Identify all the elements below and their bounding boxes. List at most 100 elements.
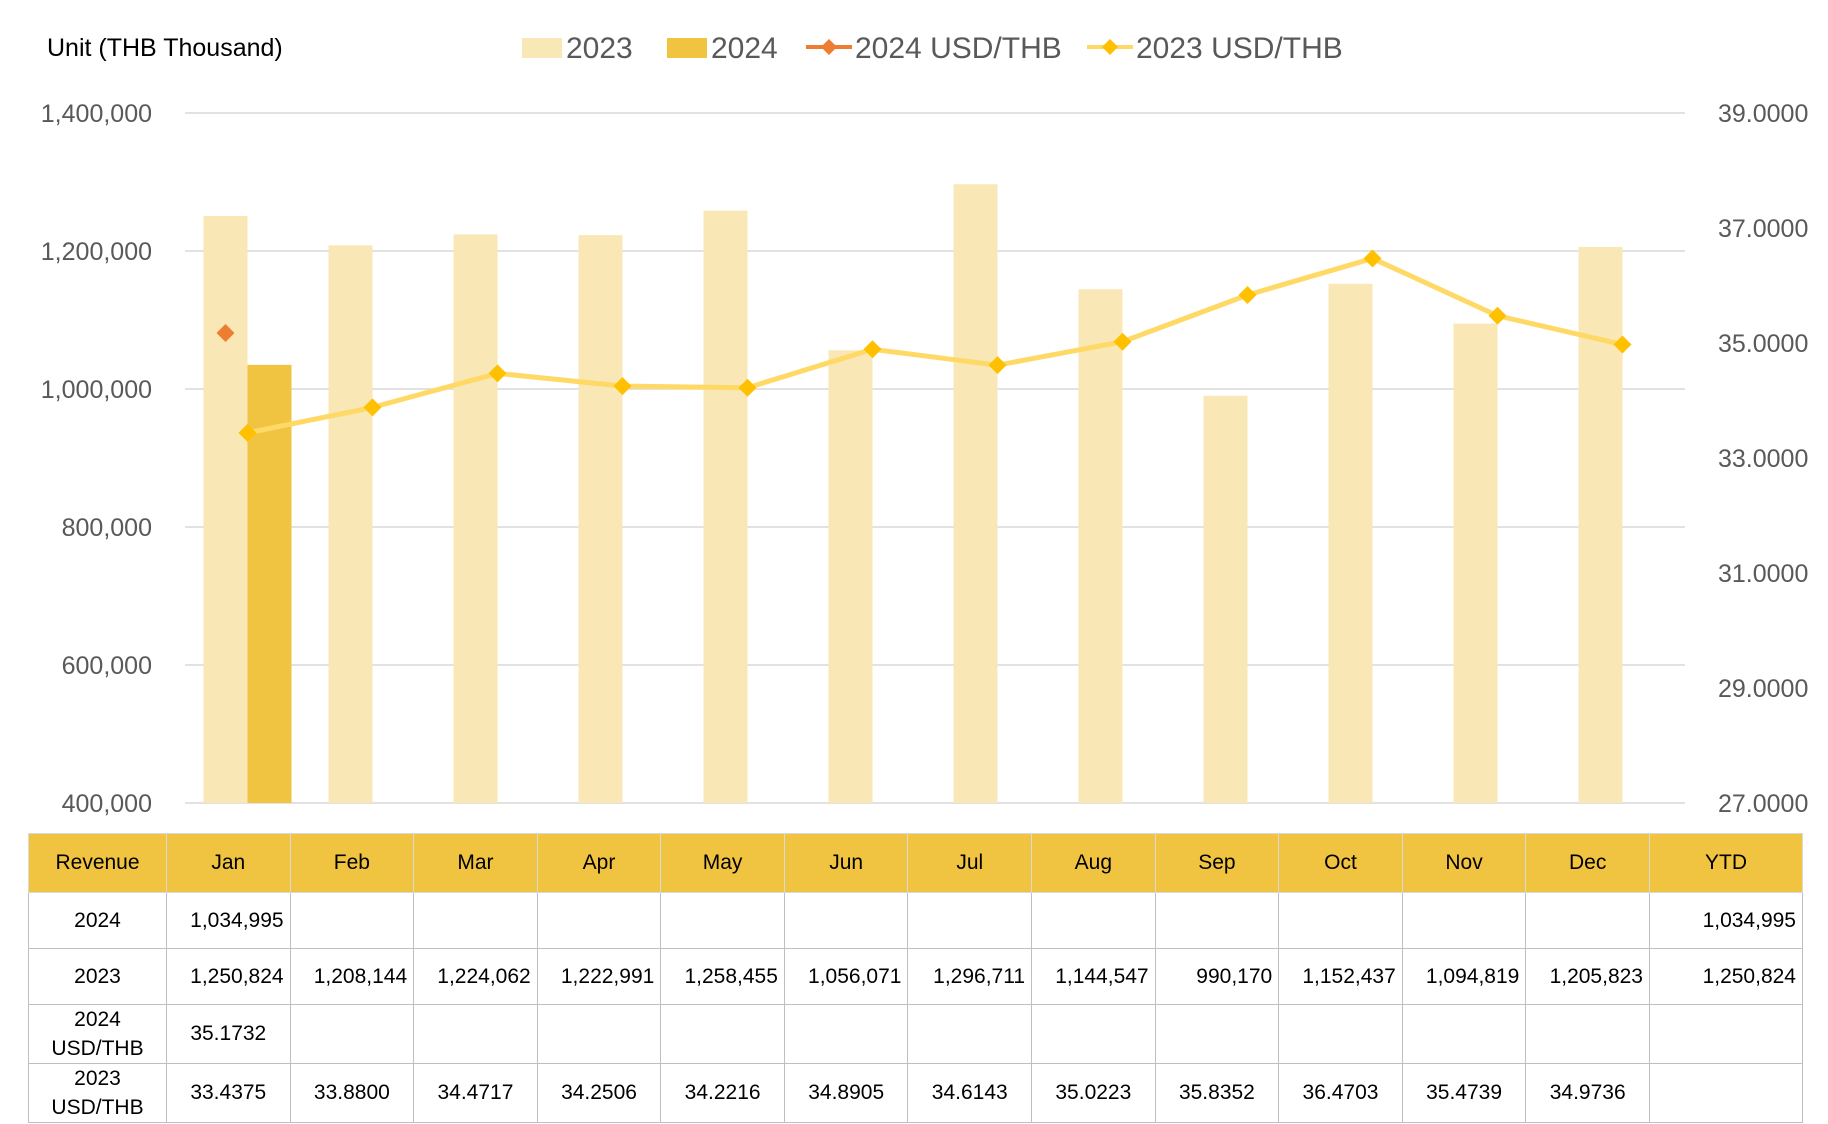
- table-cell: [413, 892, 538, 949]
- table-cell: 1,258,455: [660, 948, 785, 1005]
- line-2023-usdthb: [247, 255, 1624, 436]
- table-cell: 35.8352: [1154, 1063, 1280, 1123]
- table-cell: 1,094,819: [1401, 948, 1527, 1005]
- table-cell: 34.8905: [783, 1063, 909, 1123]
- point-2023-usdthb-mar: [488, 364, 507, 383]
- bar-2023-jun: [828, 350, 873, 803]
- point-2023-usdthb-jan: [238, 423, 257, 442]
- table-row: 2024 USD/THB 35.1732: [28, 1004, 1803, 1064]
- legend-swatch-2023: [522, 38, 562, 58]
- table-cell: 1,034,995: [166, 892, 291, 949]
- legend-label-2023: 2023: [566, 32, 633, 65]
- table-header-mar: Mar: [413, 833, 538, 893]
- table-cell: [536, 892, 662, 949]
- table-cell: 1,250,824: [1649, 948, 1803, 1005]
- revenue-chart: Unit (THB Thousand) 2023 2024 2024 USD/THB…: [41, 32, 1809, 818]
- y-left-tick-label: 1,000,000: [41, 376, 152, 404]
- table-cell: [907, 1004, 1033, 1064]
- table-row: 2024 1,034,995 1,034,995: [28, 892, 1803, 949]
- bars: [203, 184, 1623, 804]
- table-header-ytd: YTD: [1649, 833, 1803, 893]
- table-cell: 34.2506: [536, 1063, 662, 1123]
- y-axis-left: 1,400,000 1,200,000 1,000,000 800,000 600,00…: [41, 100, 152, 818]
- legend-marker-2024-usdthb: [821, 39, 837, 55]
- table-cell: 1,056,071: [783, 948, 909, 1005]
- data-table: Revenue Jan Feb Mar Apr May Jun Jul Aug Sep Oct Nov…: [28, 833, 1803, 1123]
- table-cell: [907, 892, 1033, 949]
- table-cell: [1031, 892, 1156, 949]
- table-cell: 34.9736: [1525, 1063, 1650, 1123]
- y-right-tick-label: 29.0000: [1718, 675, 1808, 703]
- bar-2023-aug: [1078, 289, 1123, 803]
- bar-2023-apr: [578, 235, 623, 803]
- table-header-sep: Sep: [1154, 833, 1280, 893]
- table-header-nov: Nov: [1401, 833, 1527, 893]
- table-cell: 1,205,823: [1525, 948, 1650, 1005]
- y-axis-right: 39.0000 37.0000 35.0000 33.0000 31.0000 29.00…: [1718, 100, 1808, 818]
- table-cell: [413, 1004, 538, 1064]
- bar-2023-dec: [1578, 246, 1623, 804]
- table-header-dec: Dec: [1525, 833, 1650, 893]
- table-cell: 34.6143: [907, 1063, 1033, 1123]
- table-cell: [289, 1004, 415, 1064]
- table-header-revenue: Revenue: [28, 833, 167, 893]
- table-cell: 35.1732: [166, 1004, 291, 1064]
- y-left-tick-label: 800,000: [62, 514, 152, 542]
- y-right-tick-label: 39.0000: [1718, 100, 1808, 128]
- y-left-tick-label: 600,000: [62, 652, 152, 680]
- table-header-oct: Oct: [1278, 833, 1403, 893]
- table-cell: [660, 892, 785, 949]
- legend: 2023 2024 2024 USD/THB 2023 USD/THB: [522, 32, 1343, 65]
- table-row: 2023 1,250,824 1,208,144 1,224,062 1,222,991…: [28, 948, 1803, 1005]
- lines: [216, 39, 1632, 442]
- table-cell: [1401, 1004, 1527, 1064]
- bar-2023-oct: [1328, 283, 1373, 803]
- point-2023-usdthb-dec: [1613, 335, 1632, 354]
- table-cell: [1525, 892, 1650, 949]
- point-2023-usdthb-aug: [1113, 332, 1132, 351]
- table-cell: [1649, 1004, 1803, 1064]
- legend-label-2023-usdthb: 2023 USD/THB: [1136, 32, 1343, 65]
- table-row-label: 2023: [28, 948, 167, 1005]
- table-cell: [1278, 892, 1403, 949]
- y-right-tick-label: 31.0000: [1718, 560, 1808, 588]
- bar-2023-nov: [1453, 323, 1498, 803]
- table-cell: 33.4375: [166, 1063, 291, 1123]
- table-cell: 34.2216: [660, 1063, 785, 1123]
- table-cell: 36.4703: [1278, 1063, 1403, 1123]
- table-cell: [289, 892, 415, 949]
- y-right-tick-label: 35.0000: [1718, 330, 1808, 358]
- table-cell: 35.4739: [1401, 1063, 1527, 1123]
- table-header-apr: Apr: [536, 833, 662, 893]
- point-2024-usdthb-jan: [216, 324, 235, 343]
- table-cell: [1154, 892, 1280, 949]
- table-cell: 990,170: [1154, 948, 1280, 1005]
- table-cell: 1,144,547: [1031, 948, 1156, 1005]
- point-2023-usdthb-jul: [988, 356, 1007, 375]
- y-left-tick-label: 1,400,000: [41, 100, 152, 128]
- table-cell: [1278, 1004, 1403, 1064]
- table-cell: 1,224,062: [413, 948, 538, 1005]
- table-header-jan: Jan: [166, 833, 291, 893]
- y-left-tick-label: 400,000: [62, 790, 152, 818]
- table-cell: [1401, 892, 1527, 949]
- bar-2023-jan: [203, 215, 248, 803]
- point-2023-usdthb-may: [738, 378, 757, 397]
- bar-2023-feb: [328, 245, 373, 804]
- table-row-label: 2023 USD/THB: [28, 1063, 167, 1123]
- table-row-label: 2024 USD/THB: [28, 1004, 167, 1064]
- table-cell: 34.4717: [413, 1063, 538, 1123]
- table-cell: [1525, 1004, 1650, 1064]
- point-2023-usdthb-sep: [1238, 285, 1257, 304]
- table-header-may: May: [660, 833, 785, 893]
- point-2023-usdthb-jun: [863, 340, 882, 359]
- y-right-tick-label: 37.0000: [1718, 215, 1808, 243]
- point-2023-usdthb-nov: [1488, 306, 1507, 325]
- table-cell: [536, 1004, 662, 1064]
- table-header: Revenue Jan Feb Mar Apr May Jun Jul Aug Sep Oct Nov…: [28, 833, 1803, 893]
- table-header-jun: Jun: [783, 833, 909, 893]
- y-left-tick-label: 1,200,000: [41, 238, 152, 266]
- unit-label: Unit (THB Thousand): [47, 34, 283, 62]
- point-2023-usdthb-feb: [363, 398, 382, 417]
- point-2023-usdthb-oct: [1363, 249, 1382, 268]
